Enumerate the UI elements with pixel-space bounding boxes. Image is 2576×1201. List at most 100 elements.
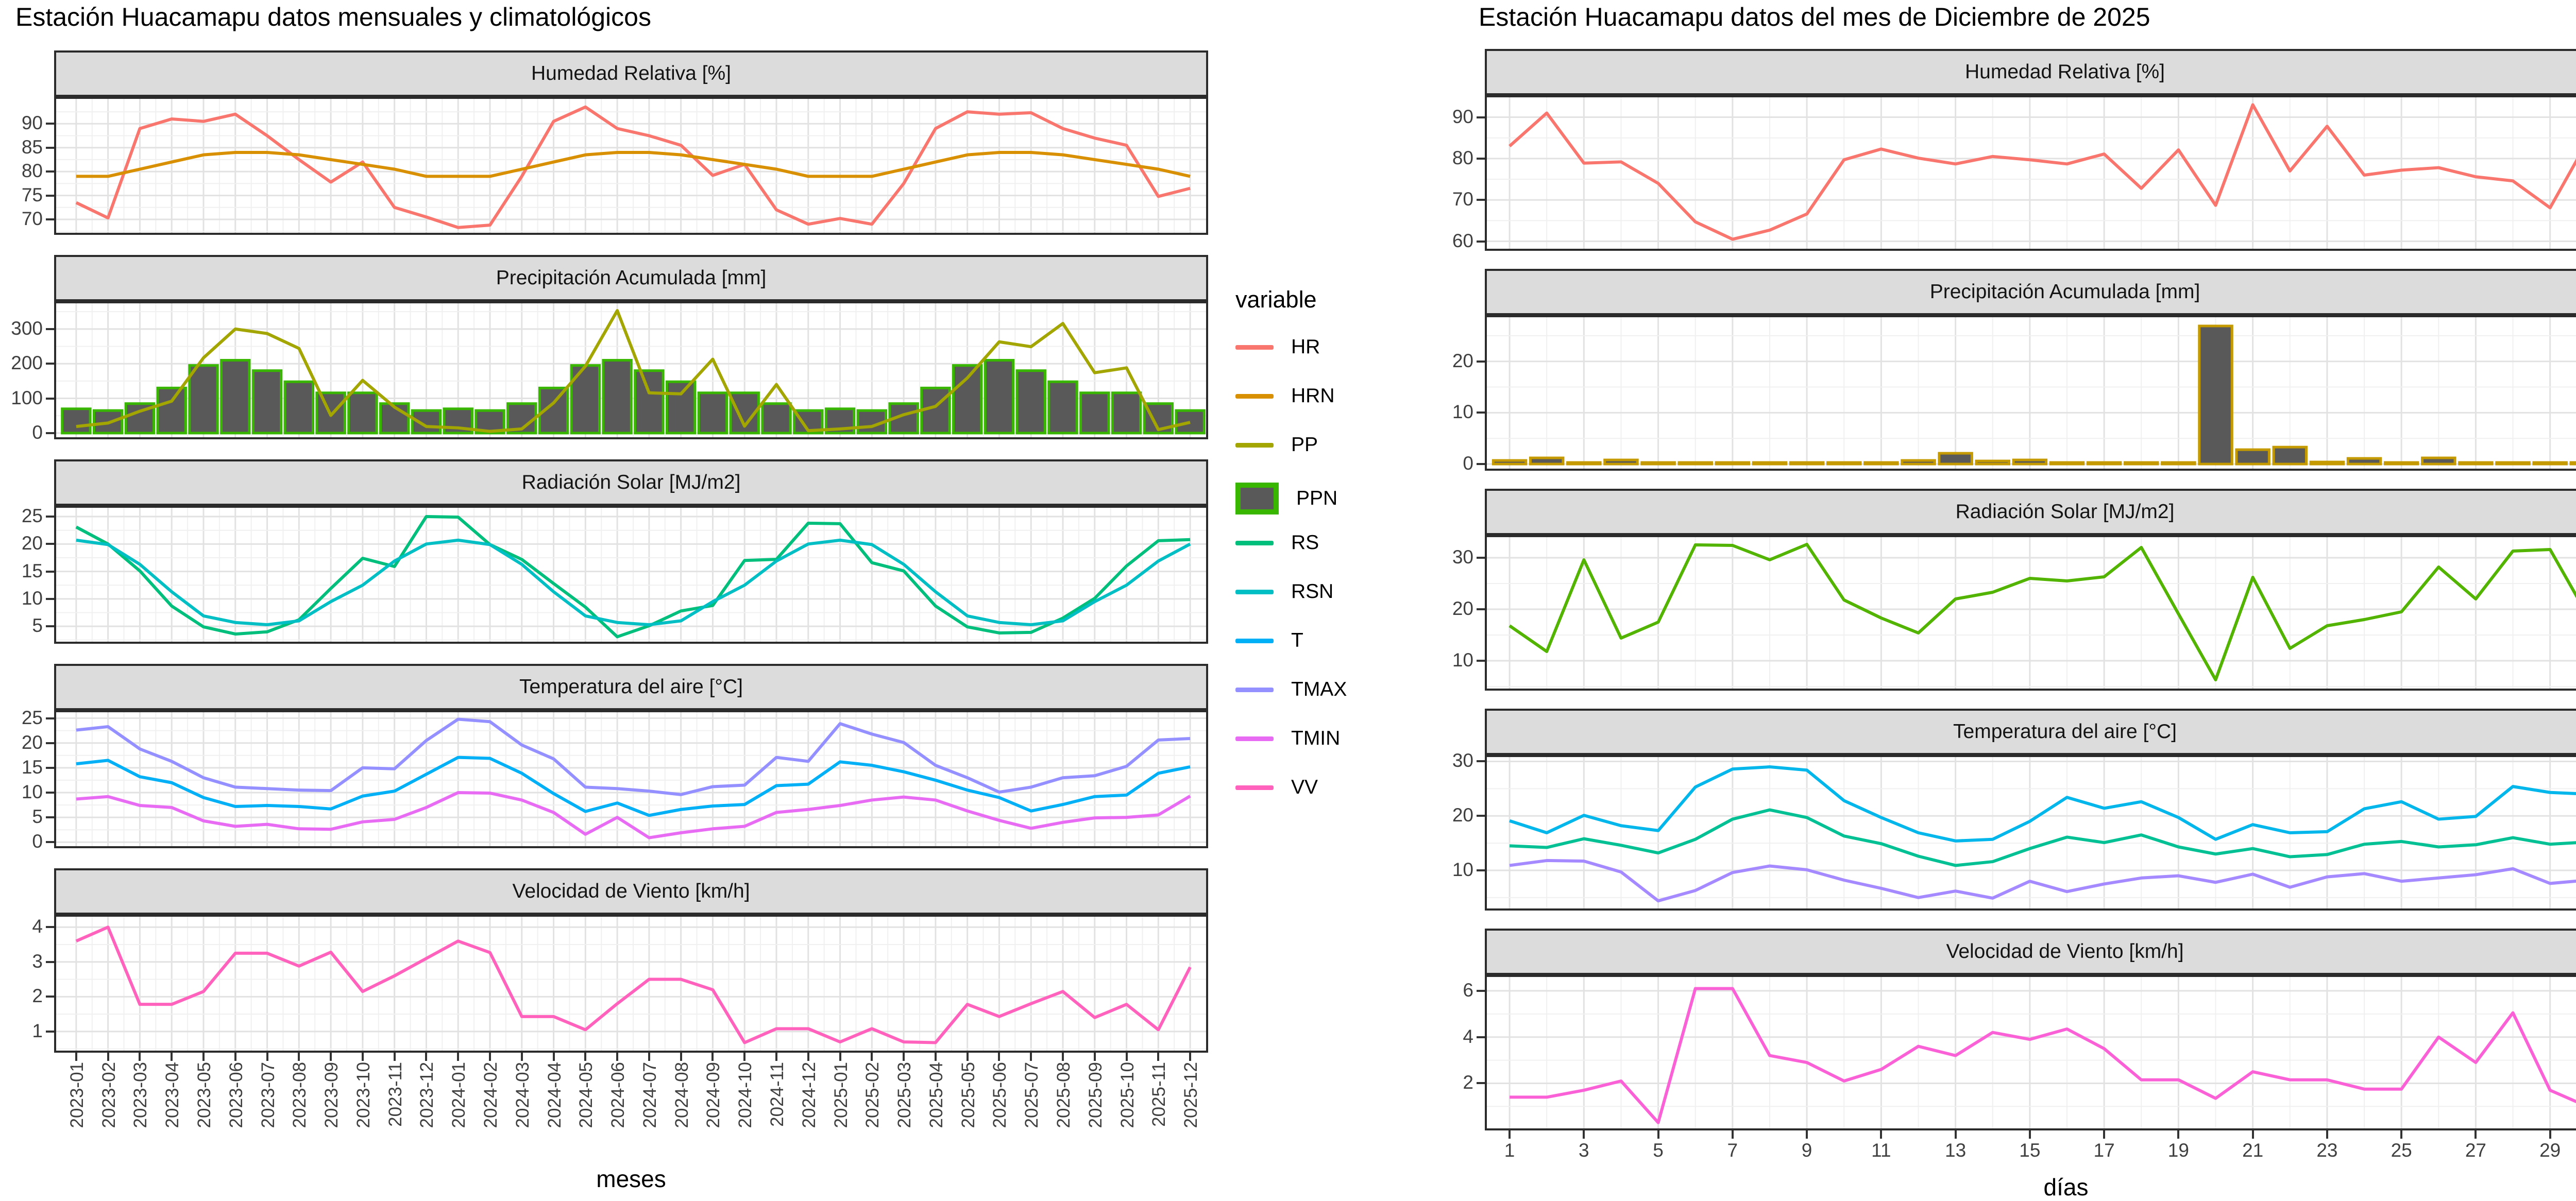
y-tick-label-daily-3-20: 20	[1452, 804, 1473, 826]
y-tick-label-daily-0-80: 80	[1452, 147, 1473, 168]
y-tick-mark	[46, 841, 54, 844]
legend-swatch-TMAX-icon	[1235, 687, 1274, 692]
facet-strip-monthly-3: Temperatura del aire [°C]	[54, 664, 1208, 710]
y-tick-mark	[1477, 360, 1485, 363]
x-tick-mark	[266, 1053, 268, 1061]
y-tick-mark	[46, 570, 54, 573]
x-tick-label-2023-08: 2023-08	[290, 1062, 310, 1128]
x-tick-mark	[839, 1053, 841, 1061]
x-tick-label-2024-03: 2024-03	[512, 1062, 533, 1128]
facet-strip-daily-0: Humedad Relativa [%]	[1485, 49, 2576, 95]
legend-item-PPN: PPN	[1235, 483, 1337, 514]
x-tick-label-2025-05: 2025-05	[958, 1062, 978, 1128]
x-tick-mark	[2177, 1130, 2180, 1139]
x-tick-mark	[552, 1053, 555, 1061]
y-tick-mark	[1477, 1082, 1485, 1085]
legend-label-TMIN: TMIN	[1291, 727, 1341, 749]
x-tick-label-7: 7	[1727, 1140, 1738, 1161]
x-tick-mark	[457, 1053, 460, 1061]
x-tick-mark	[1062, 1053, 1064, 1061]
facet-plot-daily-0	[1485, 95, 2576, 251]
y-tick-mark	[1477, 869, 1485, 871]
x-tick-label-2025-10: 2025-10	[1117, 1062, 1138, 1128]
y-tick-mark	[1477, 760, 1485, 763]
x-tick-mark	[584, 1053, 587, 1061]
legend-label-PPN: PPN	[1296, 487, 1338, 509]
y-tick-label-daily-0-90: 90	[1452, 106, 1473, 127]
y-tick-mark	[46, 766, 54, 769]
x-tick-label-2023-02: 2023-02	[98, 1062, 119, 1128]
facet-plot-daily-2	[1485, 535, 2576, 691]
x-tick-mark	[1125, 1053, 1128, 1061]
x-tick-label-21: 21	[2242, 1140, 2264, 1161]
x-tick-label-29: 29	[2539, 1140, 2561, 1161]
y-tick-mark	[46, 123, 54, 125]
x-tick-label-13: 13	[1945, 1140, 1967, 1161]
y-tick-mark	[46, 816, 54, 819]
x-tick-mark	[743, 1053, 746, 1061]
facet-strip-monthly-4: Velocidad de Viento [km/h]	[54, 868, 1208, 915]
panel-canvas-monthly-0	[56, 99, 1206, 233]
y-tick-mark	[46, 996, 54, 998]
y-tick-mark	[1477, 989, 1485, 992]
x-tick-label-2024-05: 2024-05	[576, 1062, 597, 1128]
y-tick-label-monthly-2-5: 5	[32, 615, 43, 637]
x-tick-label-5: 5	[1653, 1140, 1664, 1161]
legend-label-HRN: HRN	[1291, 385, 1335, 407]
y-tick-label-monthly-4-4: 4	[32, 916, 43, 937]
legend-swatch-HRN-icon	[1235, 393, 1274, 399]
y-tick-mark	[1477, 463, 1485, 466]
facet-plot-monthly-3	[54, 710, 1208, 848]
y-tick-label-monthly-3-5: 5	[32, 806, 43, 828]
x-tick-label-25: 25	[2391, 1140, 2412, 1161]
x-tick-mark	[1657, 1130, 1659, 1139]
x-tick-label-2023-01: 2023-01	[66, 1062, 87, 1128]
panel-canvas-monthly-3	[56, 712, 1206, 846]
chart-title-monthly: Estación Huacamapu datos mensuales y cli…	[15, 3, 651, 31]
legend-item-TMIN: TMIN	[1235, 727, 1340, 750]
x-axis-title-meses: meses	[596, 1165, 666, 1192]
x-tick-mark	[934, 1053, 937, 1061]
y-tick-mark	[46, 597, 54, 600]
legend-label-T: T	[1291, 629, 1303, 651]
y-tick-label-monthly-2-25: 25	[21, 505, 43, 527]
x-tick-label-2025-11: 2025-11	[1149, 1062, 1170, 1127]
y-tick-label-monthly-0-80: 80	[21, 160, 43, 182]
facet-strip-monthly-2: Radiación Solar [MJ/m2]	[54, 459, 1208, 506]
y-tick-mark	[46, 792, 54, 794]
y-tick-mark	[46, 170, 54, 173]
panel-canvas-daily-4	[1487, 977, 2576, 1128]
legend-label-HR: HR	[1291, 336, 1320, 358]
legend-swatch-PPN-icon	[1235, 483, 1279, 514]
x-tick-label-2025-01: 2025-01	[831, 1062, 851, 1128]
x-tick-mark	[1030, 1053, 1032, 1061]
y-tick-label-daily-4-4: 4	[1463, 1025, 1473, 1047]
legend-label-RSN: RSN	[1291, 580, 1334, 603]
y-tick-label-monthly-0-90: 90	[21, 112, 43, 134]
legend-swatch-RS-icon	[1235, 540, 1274, 545]
facet-strip-daily-4: Velocidad de Viento [km/h]	[1485, 929, 2576, 975]
y-tick-mark	[1477, 157, 1485, 160]
x-tick-label-2023-05: 2023-05	[194, 1062, 214, 1128]
y-tick-mark	[1477, 660, 1485, 662]
x-tick-mark	[966, 1053, 969, 1061]
x-tick-mark	[425, 1053, 428, 1061]
y-tick-label-daily-2-10: 10	[1452, 649, 1473, 671]
x-tick-mark	[361, 1053, 364, 1061]
x-tick-label-17: 17	[2093, 1140, 2115, 1161]
legend-item-TMAX: TMAX	[1235, 678, 1347, 701]
panel-canvas-daily-0	[1487, 97, 2576, 249]
y-tick-mark	[46, 397, 54, 400]
y-tick-mark	[46, 328, 54, 330]
y-tick-label-monthly-2-15: 15	[21, 560, 43, 581]
y-tick-label-daily-3-30: 30	[1452, 750, 1473, 771]
x-tick-mark	[2549, 1130, 2551, 1139]
x-tick-label-27: 27	[2465, 1140, 2486, 1161]
y-tick-label-monthly-0-85: 85	[21, 136, 43, 158]
x-axis-title-dias: días	[2043, 1174, 2089, 1200]
legend-label-VV: VV	[1291, 776, 1318, 798]
y-tick-label-monthly-3-10: 10	[21, 781, 43, 802]
x-tick-label-2024-07: 2024-07	[639, 1062, 660, 1128]
y-tick-mark	[1477, 608, 1485, 610]
y-tick-mark	[1477, 116, 1485, 118]
